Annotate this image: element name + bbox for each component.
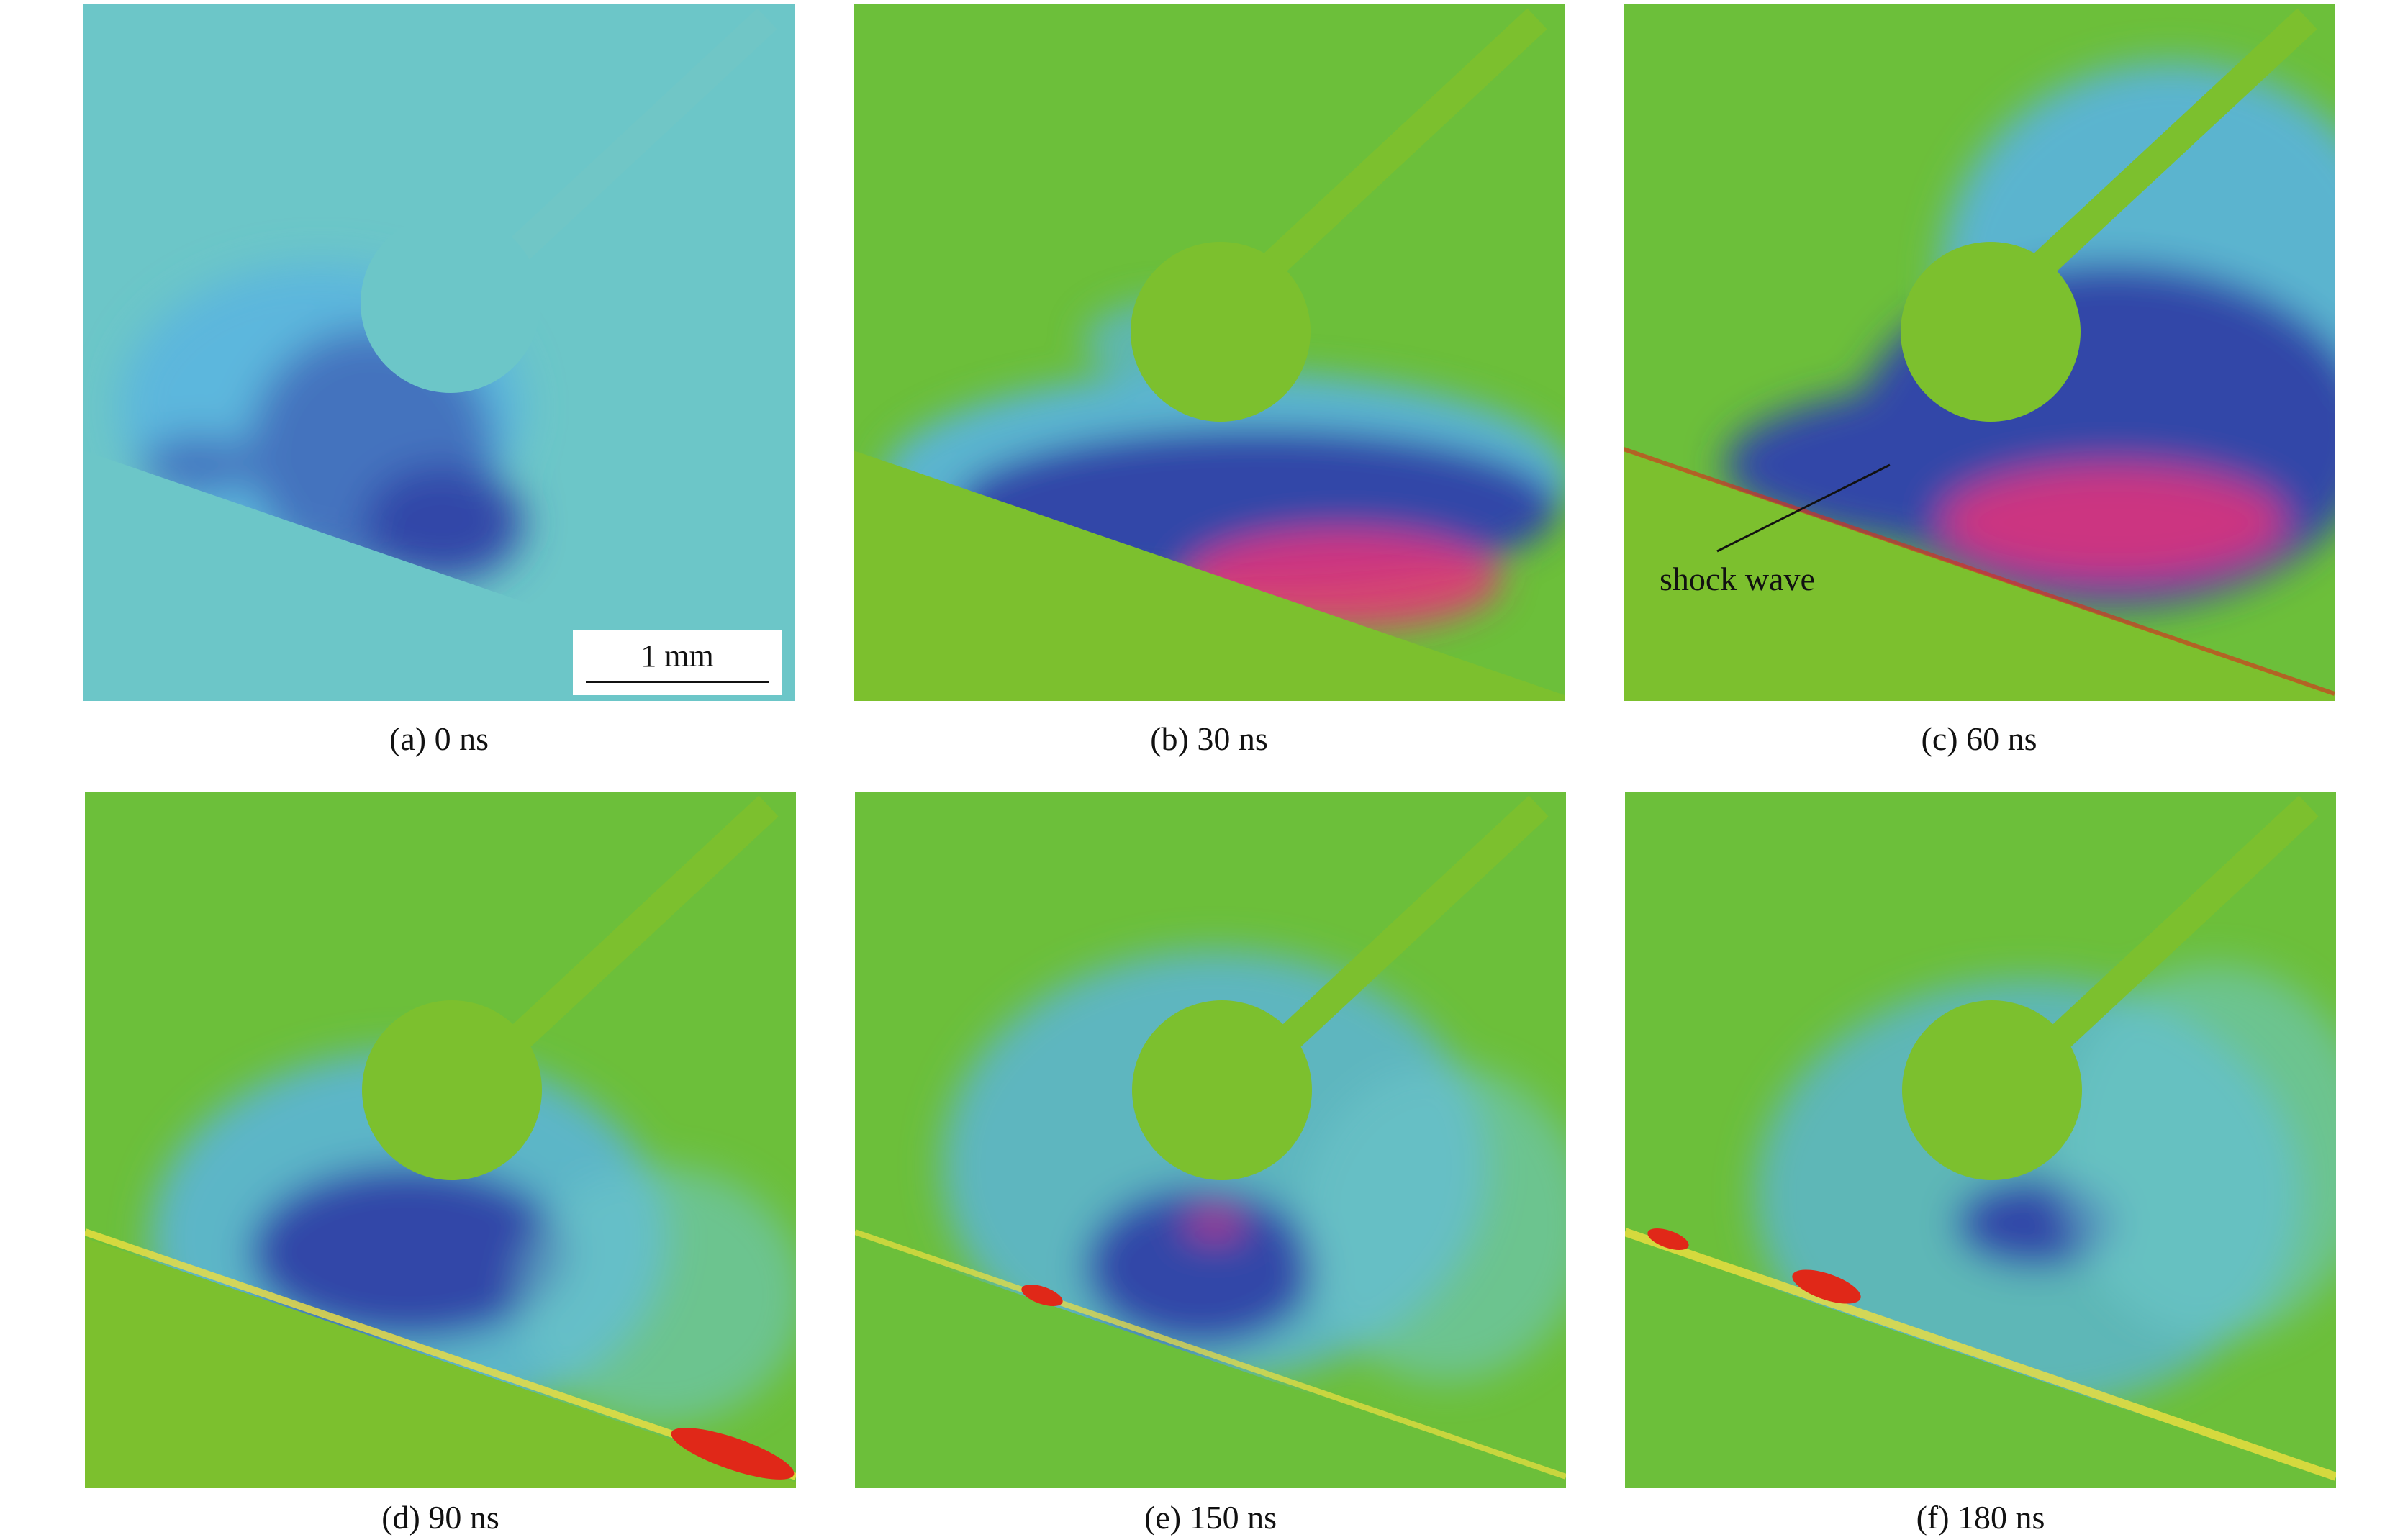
panel-c-caption: (c) 60 ns (1921, 720, 2037, 757)
panel-c-image: shock wave (1624, 4, 2335, 701)
panel-d-caption: (d) 90 ns (381, 1499, 499, 1536)
panel-a-field (83, 4, 795, 701)
panel-b-image (854, 4, 1565, 701)
panel-f-caption: (f) 180 ns (1916, 1499, 2045, 1536)
scale-bar-line (586, 681, 769, 683)
panel-a-caption: (a) 0 ns (389, 720, 489, 757)
panel-e-caption: (e) 150 ns (1144, 1499, 1277, 1536)
panel-a-image: 1 mm (83, 4, 795, 701)
panel-b-caption: (b) 30 ns (1150, 720, 1268, 757)
panel-f-image (1625, 792, 2336, 1488)
panel-d-image (85, 792, 796, 1488)
panel-e-image (855, 792, 1566, 1488)
shock-wave-label: shock wave (1660, 561, 1815, 597)
panel-c-field (1624, 4, 2335, 701)
panel-e-field (855, 792, 1566, 1488)
scale-bar-label: 1 mm (641, 638, 714, 674)
scale-bar: 1 mm (573, 630, 782, 695)
panel-f-field (1625, 792, 2336, 1488)
panel-d-field (85, 792, 796, 1488)
shock-wave-pointer (1716, 463, 1891, 553)
panel-b-field (854, 4, 1565, 701)
